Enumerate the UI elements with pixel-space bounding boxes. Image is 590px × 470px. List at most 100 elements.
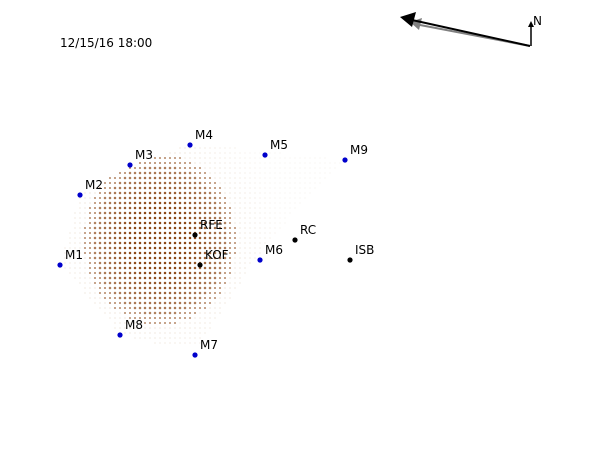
field-sample-point: [283, 166, 287, 170]
field-sample-point: [283, 211, 287, 215]
field-sample-point: [198, 226, 202, 230]
field-sample-point: [153, 291, 157, 295]
field-sample-point: [308, 156, 312, 160]
field-sample-point: [123, 311, 127, 315]
field-sample-point: [148, 186, 152, 190]
field-sample-point: [233, 171, 237, 175]
field-sample-point: [278, 221, 282, 225]
field-sample-point: [118, 326, 122, 330]
field-sample-point: [233, 196, 237, 200]
field-sample-point: [308, 176, 312, 180]
field-sample-point: [303, 186, 307, 190]
field-sample-point: [273, 226, 277, 230]
field-sample-point: [153, 236, 157, 240]
field-sample-point: [203, 211, 207, 215]
field-sample-point: [118, 171, 122, 175]
field-sample-point: [133, 266, 137, 270]
field-sample-point: [123, 216, 127, 220]
field-sample-point: [213, 261, 217, 265]
field-sample-point: [178, 321, 182, 325]
field-sample-point: [203, 311, 207, 315]
field-sample-point: [133, 331, 137, 335]
field-sample-point: [233, 216, 237, 220]
field-sample-point: [228, 176, 232, 180]
field-sample-point: [243, 271, 247, 275]
field-sample-point: [318, 176, 322, 180]
field-sample-point: [288, 191, 292, 195]
field-sample-point: [238, 251, 242, 255]
field-sample-point: [178, 301, 182, 305]
field-sample-point: [328, 161, 332, 165]
field-sample-point: [88, 271, 92, 275]
field-sample-point: [68, 241, 72, 245]
field-sample-point: [178, 276, 182, 280]
field-sample-point: [248, 156, 252, 160]
field-sample-point: [173, 171, 177, 175]
field-sample-point: [273, 231, 277, 235]
field-sample-point: [98, 296, 102, 300]
field-sample-point: [243, 171, 247, 175]
field-sample-point: [208, 161, 212, 165]
field-sample-point: [168, 276, 172, 280]
field-sample-point: [123, 256, 127, 260]
field-sample-point: [173, 301, 177, 305]
field-sample-point: [178, 286, 182, 290]
field-sample-point: [123, 266, 127, 270]
field-sample-point: [138, 251, 142, 255]
field-sample-point: [223, 281, 227, 285]
field-sample-point: [153, 301, 157, 305]
field-sample-point: [118, 266, 122, 270]
field-sample-point: [318, 166, 322, 170]
field-sample-point: [218, 306, 222, 310]
field-sample-point: [168, 166, 172, 170]
field-sample-point: [183, 206, 187, 210]
field-sample-point: [113, 221, 117, 225]
field-sample-point: [183, 261, 187, 265]
field-sample-point: [173, 331, 177, 335]
field-sample-point: [238, 261, 242, 265]
field-sample-point: [198, 316, 202, 320]
field-sample-point: [253, 226, 257, 230]
field-sample-point: [128, 171, 132, 175]
field-sample-point: [168, 216, 172, 220]
field-sample-point: [213, 286, 217, 290]
field-sample-point: [183, 321, 187, 325]
field-sample-point: [198, 276, 202, 280]
field-sample-point: [208, 241, 212, 245]
field-sample-point: [78, 256, 82, 260]
field-sample-point: [293, 196, 297, 200]
field-sample-point: [148, 231, 152, 235]
field-sample-point: [213, 156, 217, 160]
field-sample-point: [138, 246, 142, 250]
field-sample-point: [218, 206, 222, 210]
field-sample-point: [158, 226, 162, 230]
field-sample-point: [178, 206, 182, 210]
field-sample-point: [88, 231, 92, 235]
field-sample-point: [178, 216, 182, 220]
field-sample-point: [218, 311, 222, 315]
field-sample-point: [173, 191, 177, 195]
field-sample-point: [238, 171, 242, 175]
field-sample-point: [183, 171, 187, 175]
field-sample-point: [243, 256, 247, 260]
field-sample-point: [253, 206, 257, 210]
field-sample-point: [218, 146, 222, 150]
field-sample-point: [123, 281, 127, 285]
field-sample-point: [173, 186, 177, 190]
field-sample-point: [248, 186, 252, 190]
station-label-m1: M1: [65, 248, 83, 262]
station-point-rc: [292, 237, 298, 243]
field-sample-point: [238, 176, 242, 180]
field-sample-point: [178, 251, 182, 255]
field-sample-point: [153, 281, 157, 285]
field-sample-point: [133, 311, 137, 315]
field-sample-point: [213, 271, 217, 275]
field-sample-point: [183, 156, 187, 160]
field-sample-point: [83, 246, 87, 250]
field-sample-point: [198, 191, 202, 195]
field-sample-point: [163, 171, 167, 175]
field-sample-point: [263, 161, 267, 165]
field-sample-point: [198, 296, 202, 300]
field-sample-point: [188, 166, 192, 170]
field-sample-point: [273, 186, 277, 190]
